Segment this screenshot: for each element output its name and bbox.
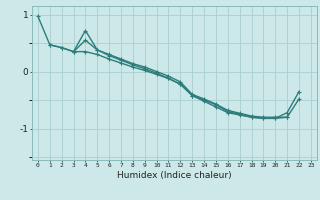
X-axis label: Humidex (Indice chaleur): Humidex (Indice chaleur)	[117, 171, 232, 180]
